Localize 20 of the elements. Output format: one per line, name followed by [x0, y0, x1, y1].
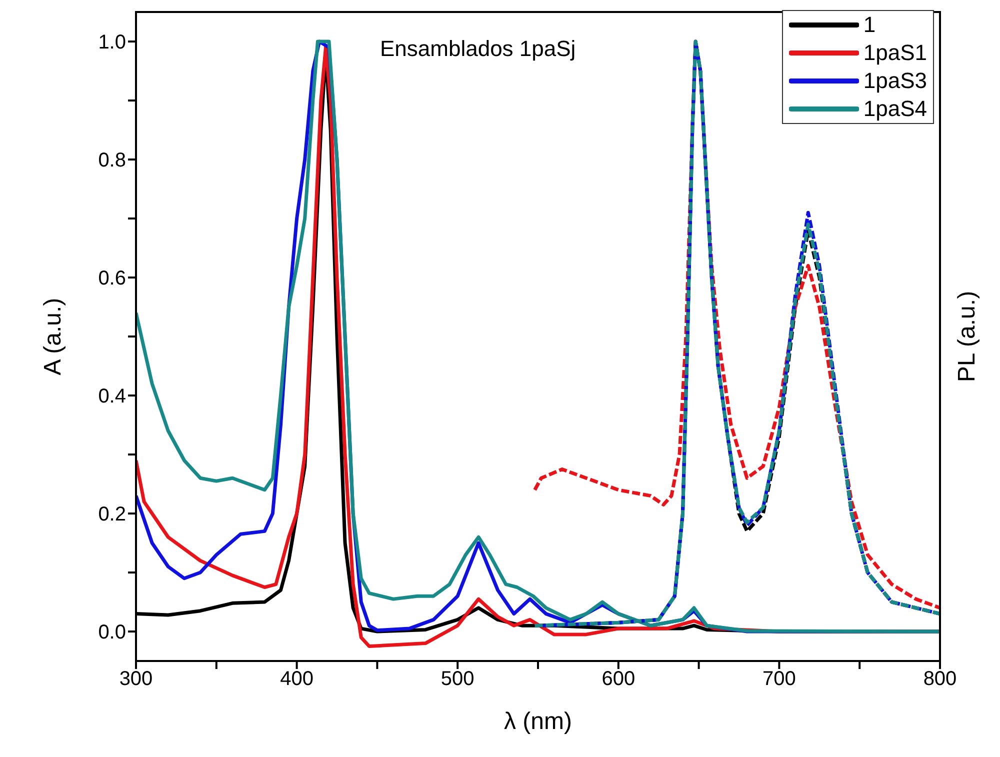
x-tick-label: 500	[440, 668, 474, 690]
legend-label: 1paS3	[863, 67, 927, 95]
y2-axis-title: PL (a.u.)	[954, 290, 981, 382]
x-tick-label: 300	[119, 668, 153, 690]
y-tick-label: 1.0	[98, 32, 126, 54]
x-tick-label: 400	[280, 668, 314, 690]
y-tick-label: 0.2	[98, 504, 126, 526]
y-tick-label: 0.0	[98, 622, 126, 644]
y-tick-label: 0.4	[98, 386, 126, 408]
y-tick-label: 0.8	[98, 150, 126, 172]
legend-label: 1paS4	[863, 95, 927, 123]
x-axis-title: λ (nm)	[504, 708, 572, 735]
y-tick-label: 0.6	[98, 268, 126, 290]
annotation: Ensamblados 1paSj	[380, 36, 576, 62]
x-tick-label: 700	[762, 668, 796, 690]
legend-label: 1paS1	[863, 39, 927, 67]
legend-label: 1	[863, 11, 876, 39]
x-tick-label: 600	[602, 668, 636, 690]
x-tick-label: 800	[923, 668, 957, 690]
y-axis-title: A (a.u.)	[40, 298, 67, 376]
